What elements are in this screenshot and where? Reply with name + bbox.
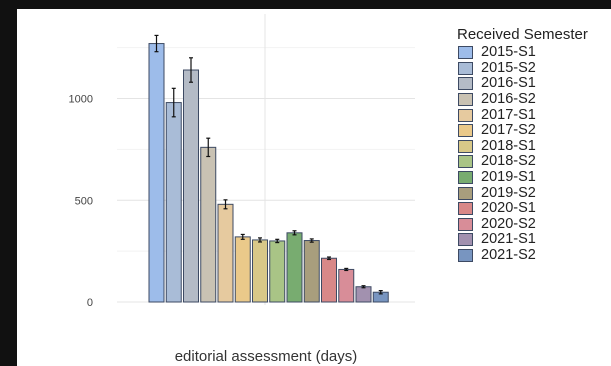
- legend-item: 2021-S2: [457, 248, 588, 264]
- legend-label: 2015-S1: [481, 44, 536, 61]
- legend-swatch: [458, 186, 473, 200]
- legend-swatch: [458, 139, 473, 153]
- legend-item: 2020-S2: [457, 215, 588, 233]
- legend-title: Received Semester: [457, 26, 588, 43]
- legend-label: 2016-S1: [481, 75, 536, 92]
- legend-item: 2021-S1: [457, 232, 588, 248]
- bar: [321, 257, 337, 303]
- legend-item: 2018-S2: [457, 154, 588, 170]
- bar: [148, 43, 165, 303]
- y-tick-label: 500: [75, 195, 93, 207]
- legend-item: 2016-S1: [457, 76, 588, 92]
- legend-swatch: [458, 108, 473, 122]
- legend-item: 2019-S1: [457, 170, 588, 186]
- legend-item: 2016-S2: [457, 92, 588, 108]
- bar: [165, 102, 182, 303]
- legend-label: 2017-S2: [481, 122, 536, 139]
- legend-label: 2019-S1: [481, 169, 536, 186]
- bar: [269, 240, 286, 303]
- legend-label: 2021-S1: [481, 231, 536, 248]
- legend-label: 2018-S2: [481, 153, 536, 170]
- y-tick-label: 0: [87, 297, 93, 309]
- legend-item: 2017-S1: [457, 107, 588, 123]
- legend-item: 2015-S1: [457, 45, 588, 61]
- bar-layer: [148, 43, 389, 303]
- legend: Received Semester 2015-S1 2015-S2 2016-S1 2…: [457, 26, 588, 263]
- legend-item: 2017-S2: [457, 123, 588, 139]
- bar: [286, 232, 303, 303]
- legend-label: 2018-S1: [481, 137, 536, 154]
- bar: [200, 146, 217, 303]
- legend-swatch: [458, 233, 473, 247]
- x-axis-label: editorial assessment (days): [174, 348, 358, 365]
- bar-chart: 0 500 1000: [69, 14, 415, 310]
- bar: [217, 203, 234, 303]
- y-tick-label: 1000: [69, 94, 93, 106]
- bar: [183, 69, 199, 303]
- bar: [252, 239, 268, 303]
- legend-swatch: [458, 124, 473, 138]
- legend-items: 2015-S1 2015-S2 2016-S1 2016-S2 2017-S1 2017-…: [457, 45, 588, 263]
- legend-label: 2021-S2: [481, 247, 536, 264]
- bar: [355, 286, 372, 303]
- legend-label: 2020-S2: [481, 215, 536, 232]
- legend-swatch: [458, 77, 473, 91]
- legend-swatch: [458, 46, 473, 60]
- legend-label: 2019-S2: [481, 184, 536, 201]
- legend-swatch: [458, 217, 473, 231]
- legend-label: 2016-S2: [481, 91, 536, 108]
- legend-swatch: [458, 61, 473, 75]
- legend-swatch: [458, 171, 473, 185]
- legend-swatch: [458, 93, 473, 107]
- y-tick-labels: 0 500 1000: [69, 94, 93, 310]
- legend-swatch: [458, 155, 473, 169]
- legend-swatch: [458, 202, 473, 216]
- legend-item: 2018-S1: [457, 137, 588, 155]
- bar: [338, 268, 355, 303]
- legend-label: 2017-S1: [481, 106, 536, 123]
- error-bar-layer: [154, 34, 383, 295]
- legend-item: 2015-S2: [457, 59, 588, 77]
- legend-item: 2020-S1: [457, 201, 588, 217]
- legend-label: 2015-S2: [481, 59, 536, 76]
- bar: [303, 240, 320, 303]
- legend-item: 2019-S2: [457, 185, 588, 201]
- bar: [234, 236, 251, 303]
- chart-panel: 0 500 1000 editorial assessment (days) Rec…: [17, 9, 611, 366]
- legend-swatch: [458, 249, 473, 263]
- legend-label: 2020-S1: [481, 200, 536, 217]
